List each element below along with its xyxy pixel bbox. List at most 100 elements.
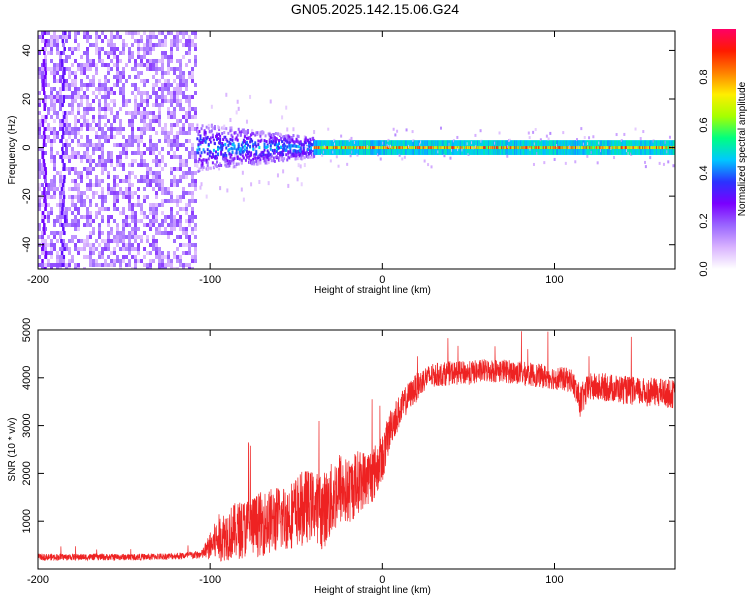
- heatmap-cell: [273, 159, 276, 163]
- heatmap-cell: [225, 156, 228, 160]
- heatmap-cell: [42, 59, 46, 63]
- heatmap-cell: [251, 139, 254, 143]
- heatmap-cell: [173, 239, 176, 243]
- heatmap-cell: [98, 51, 101, 55]
- x-tick-label: -100: [199, 274, 221, 286]
- heatmap-cell: [176, 183, 179, 187]
- heatmap-cell: [191, 67, 194, 71]
- heatmap-cell: [245, 132, 248, 136]
- heatmap-cell: [80, 99, 83, 103]
- heatmap-cell: [281, 140, 284, 144]
- heatmap-cell: [59, 191, 62, 195]
- heatmap-cell: [173, 167, 176, 171]
- heatmap-cell: [173, 35, 176, 39]
- heatmap-cell: [89, 203, 92, 207]
- heatmap-cell: [89, 223, 92, 227]
- heatmap-cell: [44, 171, 48, 175]
- heatmap-cell: [185, 171, 188, 175]
- heatmap-cell: [283, 135, 286, 139]
- heatmap-cell: [261, 131, 264, 135]
- heatmap-cell: [295, 153, 298, 157]
- heatmap-cell: [196, 148, 199, 152]
- heatmap-cell: [170, 47, 173, 51]
- heatmap-cell: [161, 87, 164, 91]
- heatmap-cell: [140, 131, 143, 135]
- heatmap-cell: [188, 71, 191, 75]
- heatmap-cell: [119, 159, 122, 163]
- heatmap-cell: [59, 55, 62, 59]
- heatmap-cell: [221, 126, 224, 130]
- heatmap-cell: [270, 133, 273, 137]
- heatmap-cell: [59, 127, 62, 131]
- heatmap-cell: [242, 138, 245, 142]
- heatmap-cell: [42, 227, 45, 231]
- heatmap-cell: [158, 267, 161, 269]
- heatmap-cell: [38, 123, 41, 127]
- heatmap-cell: [244, 158, 247, 162]
- heatmap-cell: [161, 159, 164, 163]
- heatmap-cell: [61, 135, 64, 139]
- heatmap-cell: [217, 137, 220, 141]
- heatmap-cell: [41, 119, 45, 123]
- heatmap-cell: [86, 151, 89, 155]
- heatmap-cell: [167, 63, 170, 67]
- heatmap-cell: [297, 140, 300, 144]
- heatmap-cell: [182, 83, 185, 87]
- heatmap-cell: [65, 123, 68, 127]
- heatmap-cell: [185, 163, 188, 167]
- heatmap-cell: [295, 139, 298, 143]
- heatmap-cell: [227, 131, 230, 135]
- heatmap-cell: [116, 227, 119, 231]
- heatmap-cell: [107, 55, 110, 59]
- heatmap-cell: [167, 223, 170, 227]
- heatmap-cell: [164, 227, 167, 231]
- heatmap-cell: [140, 259, 143, 263]
- heatmap-cell: [161, 67, 164, 71]
- heatmap-cell: [239, 150, 242, 154]
- heatmap-cell: [116, 131, 119, 135]
- heatmap-cell: [113, 91, 116, 95]
- heatmap-cell: [42, 99, 45, 103]
- heatmap-cell: [131, 51, 134, 55]
- heatmap-cell: [233, 131, 236, 135]
- colorbar-tick-label: 0.0: [698, 261, 710, 276]
- heatmap-cell: [44, 251, 48, 255]
- heatmap-cell: [128, 143, 131, 147]
- heatmap-cell: [149, 171, 152, 175]
- heatmap-cell: [267, 161, 270, 165]
- heatmap-cell: [98, 255, 101, 259]
- heatmap-cell: [146, 171, 149, 175]
- heatmap-cell: [43, 223, 46, 227]
- heatmap-cell: [98, 243, 101, 247]
- heatmap-cell: [223, 158, 226, 162]
- heatmap-cell: [110, 163, 113, 167]
- heatmap-cell: [42, 63, 46, 67]
- heatmap-cell: [113, 183, 116, 187]
- heatmap-cell: [41, 235, 44, 239]
- heatmap-cell: [239, 147, 242, 151]
- heatmap-cell: [101, 171, 104, 175]
- heatmap-cell: [62, 143, 65, 147]
- heatmap-cell: [229, 142, 232, 146]
- heatmap-cell: [179, 143, 182, 147]
- heatmap-cell: [128, 259, 131, 263]
- heatmap-cell: [80, 103, 83, 107]
- heatmap-cell: [231, 147, 234, 151]
- heatmap-cell: [86, 239, 89, 243]
- heatmap-cell: [44, 227, 47, 231]
- heatmap-cell: [152, 43, 155, 47]
- heatmap-cell: [167, 143, 170, 147]
- heatmap-cell: [308, 155, 311, 159]
- heatmap-cell: [295, 151, 298, 155]
- heatmap-cell: [83, 143, 86, 147]
- heatmap-cell: [83, 51, 86, 55]
- heatmap-cell: [116, 183, 119, 187]
- heatmap-cell: [50, 139, 53, 143]
- heatmap-cell: [179, 103, 182, 107]
- heatmap-cell: [110, 43, 113, 47]
- heatmap-cell: [41, 87, 44, 91]
- heatmap-cell: [277, 158, 280, 162]
- heatmap-cell: [224, 159, 227, 163]
- heatmap-cell: [122, 91, 125, 95]
- heatmap-cell: [227, 162, 230, 166]
